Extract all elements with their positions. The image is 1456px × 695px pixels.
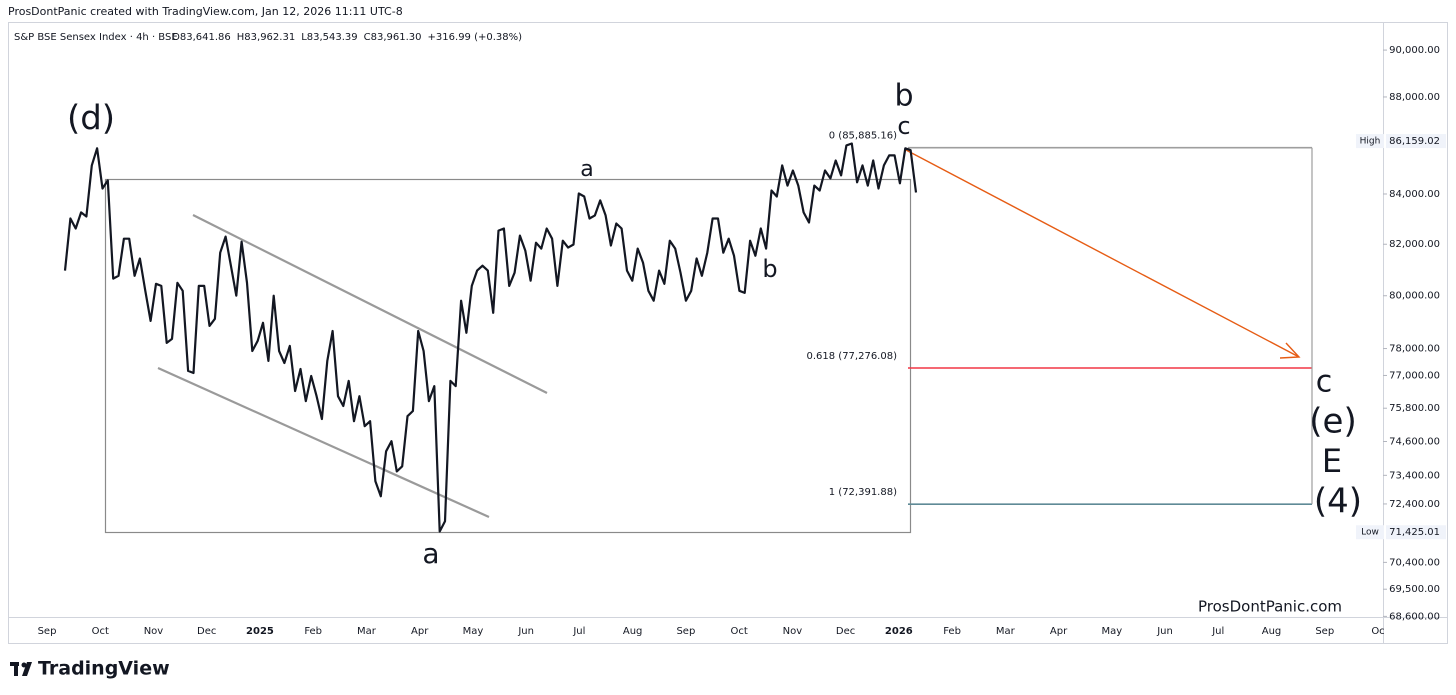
quote-value: L83,543.39 [301, 32, 357, 43]
range-box [104, 178, 912, 534]
price-tag-label: 71,425.01 [1389, 527, 1440, 538]
channel-upper [192, 214, 548, 394]
y-tick-label: 77,000.00 [1389, 370, 1440, 381]
wave-label: c [897, 112, 910, 140]
fib-label: 1 (72,391.88) [829, 487, 897, 498]
price-tag-name-bg [1356, 134, 1384, 149]
quote-value: +316.99 (+0.38%) [428, 32, 523, 43]
x-tick-label: Jul [1211, 626, 1224, 637]
x-tick-label: Oc [1371, 626, 1384, 637]
price-tag-bg [1386, 525, 1446, 540]
arrow-head [1279, 342, 1301, 359]
x-tick-label: Jun [517, 626, 534, 637]
x-tick-label: Sep [1315, 626, 1334, 637]
x-tick-label: Dec [836, 626, 855, 637]
price-tag-name: Low [1361, 528, 1379, 538]
y-tick-label: 90,000.00 [1389, 45, 1440, 56]
wave-label: b [762, 255, 777, 283]
x-tick-label: Mar [996, 626, 1016, 637]
y-tick-label: 80,000.00 [1389, 291, 1440, 302]
fib-label: 0.618 (77,276.08) [806, 351, 897, 362]
logo: TradingView [10, 658, 170, 680]
x-tick-label: Apr [1050, 626, 1068, 637]
x-tick-label: Sep [38, 626, 57, 637]
x-tick-label: Aug [623, 626, 643, 637]
symbol-title: S&P BSE Sensex Index · 4h · BSE [14, 32, 178, 43]
x-tick-label: 2025 [246, 626, 274, 637]
fib-label: 0 (85,885.16) [829, 131, 897, 142]
price-tag-bg [1386, 134, 1446, 149]
price-tag-name-bg [1356, 525, 1384, 540]
x-tick-label: Feb [304, 626, 322, 637]
x-tick-label: Sep [676, 626, 695, 637]
wave-label: c [1316, 365, 1333, 400]
header: ProsDontPanic created with TradingView.c… [8, 5, 403, 18]
y-tick-label: 74,600.00 [1389, 437, 1440, 448]
watermark: ProsDontPanic.com [1198, 598, 1342, 616]
x-tick-label: 2026 [885, 626, 913, 637]
y-tick-label: 73,400.00 [1389, 470, 1440, 481]
logo-mark [21, 662, 27, 668]
y-tick-label: 78,000.00 [1389, 344, 1440, 355]
y-tick-label: 68,600.00 [1389, 611, 1440, 622]
y-tick-label: 70,400.00 [1389, 557, 1440, 568]
wave-label: (e) [1309, 402, 1356, 442]
x-tick-label: Jul [572, 626, 585, 637]
y-tick-label: 75,800.00 [1389, 403, 1440, 414]
x-tick-label: Oct [730, 626, 747, 637]
x-tick-label: Jun [1156, 626, 1173, 637]
x-tick-label: May [1101, 626, 1122, 637]
wave-label: (4) [1314, 482, 1362, 522]
logo-mark [14, 662, 18, 676]
x-tick-label: May [463, 626, 484, 637]
quote-value: H83,962.31 [237, 32, 295, 43]
channel-lower [157, 366, 490, 519]
logo-mark [22, 662, 32, 676]
price-tag-label: 86,159.02 [1389, 136, 1440, 147]
x-tick-label: Mar [357, 626, 377, 637]
footer: TradingView [38, 658, 170, 680]
quote-value: C83,961.30 [364, 32, 422, 43]
wave-label: b [894, 79, 913, 114]
wave-label: a [422, 537, 439, 570]
x-tick-label: Nov [783, 626, 803, 637]
y-tick-label: 69,500.00 [1389, 584, 1440, 595]
wave-label: (d) [67, 99, 115, 139]
y-tick-label: 84,000.00 [1389, 189, 1440, 200]
x-tick-label: Apr [411, 626, 429, 637]
x-tick-label: Aug [1262, 626, 1282, 637]
quote-value: O83,641.86 [172, 32, 231, 43]
x-tick-label: Dec [197, 626, 216, 637]
wave-label: E [1322, 442, 1342, 480]
chart-frame [8, 22, 1448, 644]
price-tag-name: High [1360, 137, 1381, 147]
price-line [63, 142, 918, 533]
x-tick-label: Feb [943, 626, 961, 637]
projection-arrow [905, 149, 1300, 358]
y-tick-label: 82,000.00 [1389, 239, 1440, 250]
y-tick-label: 72,400.00 [1389, 499, 1440, 510]
y-tick-label: 88,000.00 [1389, 92, 1440, 103]
x-tick-label: Nov [144, 626, 164, 637]
wave-label: a [580, 157, 593, 182]
x-tick-label: Oct [92, 626, 109, 637]
